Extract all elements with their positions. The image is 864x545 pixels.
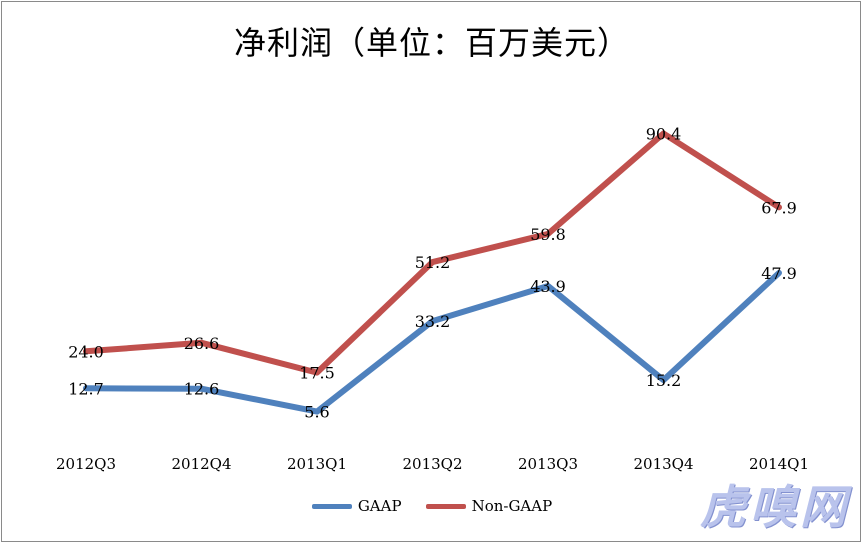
legend-item-non-gaap: Non-GAAP [425,497,553,515]
data-label-non-gaap: 67.9 [761,198,797,217]
data-label-non-gaap: 24.0 [68,342,104,361]
data-label-gaap: 33.2 [415,312,451,331]
legend: GAAP Non-GAAP [0,497,864,515]
data-label-gaap: 47.9 [761,264,797,283]
data-label-non-gaap: 59.8 [530,225,566,244]
x-tick-label: 2012Q4 [171,455,231,473]
data-label-non-gaap: 26.6 [184,334,220,353]
legend-swatch-non-gaap [425,503,466,509]
data-label-non-gaap: 51.2 [415,253,451,272]
legend-swatch-gaap [311,503,352,509]
watermark-logo: 虎嗅网 [700,480,850,534]
chart-title: 净利润（单位：百万美元） [233,24,630,62]
data-label-gaap: 43.9 [530,277,566,296]
x-tick-label: 2013Q1 [287,455,347,473]
data-label-gaap: 5.6 [304,403,329,422]
x-tick-label: 2013Q4 [633,455,693,473]
data-label-gaap: 12.6 [184,380,220,399]
x-tick-label: 2014Q1 [749,455,809,473]
series-layer [83,130,782,415]
data-label-non-gaap: 90.4 [646,124,682,143]
legend-item-gaap: GAAP [311,497,402,515]
x-tick-label: 2012Q3 [56,455,116,473]
data-label-non-gaap: 17.5 [299,364,335,383]
legend-label-gaap: GAAP [357,497,402,515]
legend-label-non-gaap: Non-GAAP [471,497,553,515]
data-label-gaap: 12.7 [68,379,104,398]
x-axis-tick-labels: 2012Q3 2012Q4 2013Q1 2013Q2 2013Q3 2013Q4 2014… [56,455,809,473]
x-tick-label: 2013Q3 [518,455,578,473]
data-label-gaap: 15.2 [646,371,682,390]
data-label-layer: 12.7 12.6 5.6 33.2 43.9 15.2 47.9 24.0 26.6 17.5 5… [68,124,797,421]
x-tick-label: 2013Q2 [402,455,462,473]
